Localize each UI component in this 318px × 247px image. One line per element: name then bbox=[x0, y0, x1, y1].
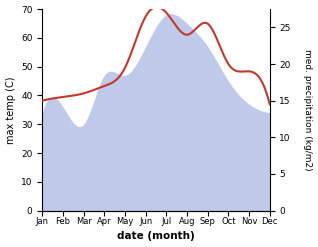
X-axis label: date (month): date (month) bbox=[117, 231, 195, 242]
Y-axis label: med. precipitation (kg/m2): med. precipitation (kg/m2) bbox=[303, 49, 313, 171]
Y-axis label: max temp (C): max temp (C) bbox=[5, 76, 16, 144]
